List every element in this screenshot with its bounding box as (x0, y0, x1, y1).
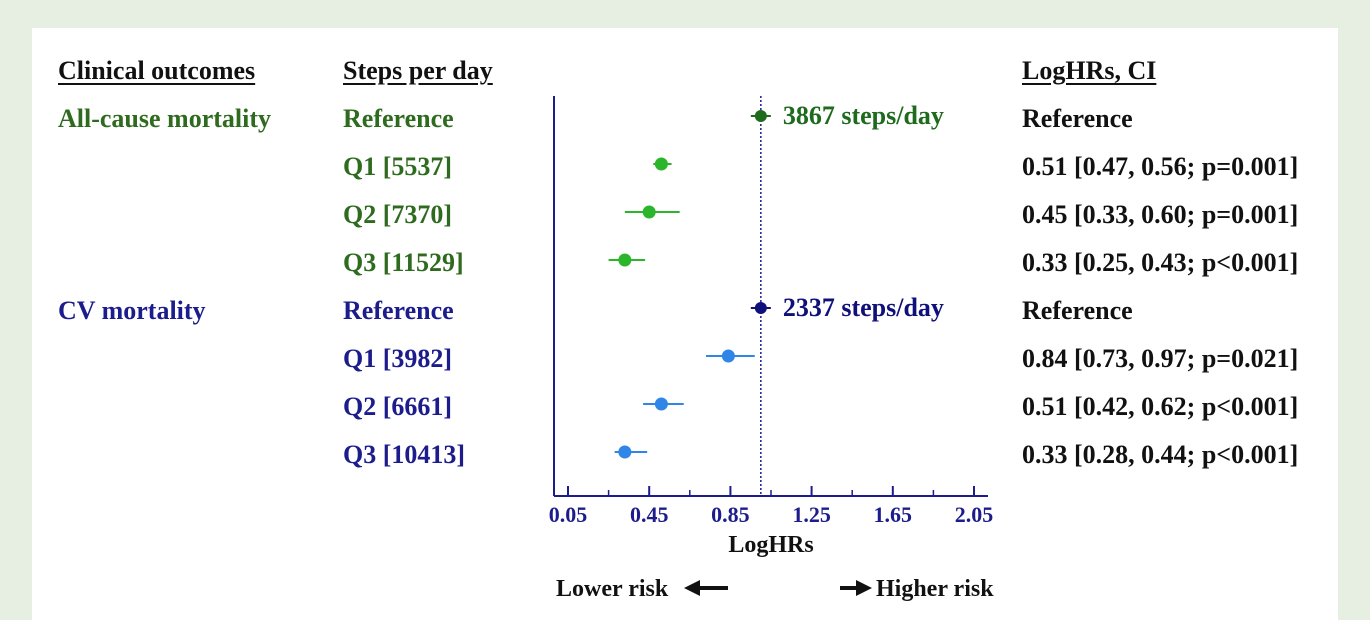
x-tick-label: 0.05 (549, 502, 588, 527)
estimate-point (618, 445, 632, 459)
x-tick-label: 0.45 (630, 502, 669, 527)
header-loghr-ci: LogHRs, CI (1022, 56, 1157, 85)
forest-plot: 0.05 0.45 0.85 1.25 1.65 2.05 LogHRs 3867 steps… (549, 96, 994, 602)
x-tick-label: 2.05 (955, 502, 994, 527)
ci-text: 0.84 [0.73, 0.97; p=0.021] (1022, 344, 1299, 373)
reference-point (754, 110, 767, 122)
higher-risk-label: Higher risk (876, 576, 994, 602)
ci-text: 0.33 [0.25, 0.43; p<0.001] (1022, 248, 1299, 277)
left-arrow-head (684, 580, 700, 596)
figure-panel: Clinical outcomes Steps per day LogHRs, … (32, 28, 1338, 620)
row-label: Q2 [6661] (343, 392, 453, 421)
header-clinical-outcomes: Clinical outcomes (58, 56, 256, 85)
right-arrow-head (856, 580, 872, 596)
row-label: Q1 [5537] (343, 152, 453, 181)
ci-text: Reference (1022, 296, 1133, 325)
row-label: Reference (343, 296, 454, 325)
ci-text: 0.51 [0.47, 0.56; p=0.001] (1022, 152, 1299, 181)
row-label: Q2 [7370] (343, 200, 453, 229)
outcome-cv-mortality: CV mortality (58, 296, 206, 325)
estimate-point (654, 157, 668, 171)
estimate-point (721, 349, 735, 363)
row-label: Reference (343, 104, 454, 133)
lower-risk-label: Lower risk (556, 576, 669, 602)
ci-text: 0.33 [0.28, 0.44; p<0.001] (1022, 440, 1299, 469)
x-tick-label: 1.65 (874, 502, 913, 527)
row-label: Q3 [10413] (343, 440, 466, 469)
estimate-point (618, 253, 632, 267)
ci-text: 0.45 [0.33, 0.60; p=0.001] (1022, 200, 1299, 229)
x-axis-label: LogHRs (728, 532, 813, 558)
ci-text: 0.51 [0.42, 0.62; p<0.001] (1022, 392, 1299, 421)
reference-steps-label: 2337 steps/day (783, 293, 944, 322)
x-tick-label: 0.85 (711, 502, 750, 527)
ci-text: Reference (1022, 104, 1133, 133)
x-tick-label: 1.25 (792, 502, 831, 527)
reference-steps-label: 3867 steps/day (783, 101, 944, 130)
reference-point (754, 302, 767, 314)
outcome-all-cause-mortality: All-cause mortality (58, 104, 272, 133)
estimate-point (642, 205, 656, 219)
header-steps-per-day: Steps per day (343, 56, 493, 85)
row-label: Q1 [3982] (343, 344, 453, 373)
row-label: Q3 [11529] (343, 248, 464, 277)
estimate-point (654, 397, 668, 411)
